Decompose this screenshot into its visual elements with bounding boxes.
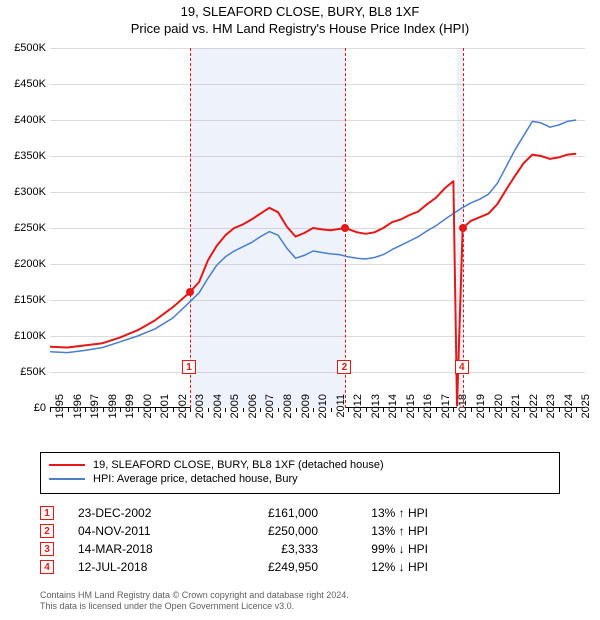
price-chart: £0£50K£100K£150K£200K£250K£300K£350K£400… [50, 48, 585, 408]
legend-row: 19, SLEAFORD CLOSE, BURY, BL8 1XF (detac… [49, 459, 551, 471]
legend-label: 19, SLEAFORD CLOSE, BURY, BL8 1XF (detac… [93, 459, 384, 471]
legend-swatch [49, 478, 85, 480]
x-tick-mark [260, 408, 261, 412]
x-tick-mark [524, 408, 525, 412]
x-tick-mark [453, 408, 454, 412]
x-tick-mark [348, 408, 349, 412]
x-tick-mark [559, 408, 560, 412]
transaction-marker: 3 [40, 542, 54, 556]
legend-label: HPI: Average price, detached house, Bury [93, 473, 298, 485]
transaction-marker: 4 [40, 560, 54, 574]
y-tick-label: £150K [2, 294, 46, 306]
x-tick-mark [383, 408, 384, 412]
transaction-pct: 13% ↑ HPI [318, 506, 428, 520]
x-tick-mark [173, 408, 174, 412]
y-tick-label: £250K [2, 222, 46, 234]
x-tick-mark [120, 408, 121, 412]
x-tick-mark [155, 408, 156, 412]
x-tick-mark [436, 408, 437, 412]
x-tick-mark [506, 408, 507, 412]
x-tick-mark [85, 408, 86, 412]
x-tick-mark [401, 408, 402, 412]
y-tick-label: £0 [2, 402, 46, 414]
y-tick-label: £500K [2, 42, 46, 54]
x-tick-mark [138, 408, 139, 412]
x-tick-mark [418, 408, 419, 412]
x-tick-mark [471, 408, 472, 412]
transactions-table: 1 23-DEC-2002£161,00013% ↑ HPI 2 04-NOV-201… [40, 502, 560, 578]
marker-dot [459, 224, 467, 232]
page-subtitle: Price paid vs. HM Land Registry's House … [0, 21, 600, 36]
x-tick-mark [190, 408, 191, 412]
x-tick-mark [208, 408, 209, 412]
x-tick-mark [50, 408, 51, 412]
transaction-row: 3 14-MAR-2018£3,33399% ↓ HPI [40, 542, 560, 556]
y-tick-label: £350K [2, 150, 46, 162]
transaction-date: 04-NOV-2011 [78, 524, 218, 538]
page-title: 19, SLEAFORD CLOSE, BURY, BL8 1XF [0, 4, 600, 19]
marker-label-box: 2 [337, 360, 351, 374]
y-tick-label: £200K [2, 258, 46, 270]
transaction-row: 1 23-DEC-2002£161,00013% ↑ HPI [40, 506, 560, 520]
x-tick-mark [489, 408, 490, 412]
transaction-pct: 99% ↓ HPI [318, 542, 428, 556]
transaction-price: £161,000 [218, 506, 318, 520]
chart-legend: 19, SLEAFORD CLOSE, BURY, BL8 1XF (detac… [40, 452, 560, 494]
series-hpi [50, 120, 576, 353]
legend-row: HPI: Average price, detached house, Bury [49, 473, 551, 485]
y-tick-label: £50K [2, 366, 46, 378]
transaction-price: £3,333 [218, 542, 318, 556]
marker-label-box: 1 [182, 360, 196, 374]
y-tick-label: £100K [2, 330, 46, 342]
x-tick-mark [313, 408, 314, 412]
x-tick-mark [278, 408, 279, 412]
x-tick-mark [331, 408, 332, 412]
footer-line1: Contains HM Land Registry data © Crown c… [40, 590, 560, 601]
x-tick-mark [243, 408, 244, 412]
transaction-row: 2 04-NOV-2011£250,00013% ↑ HPI [40, 524, 560, 538]
footer-line2: This data is licensed under the Open Gov… [40, 601, 560, 612]
transaction-date: 14-MAR-2018 [78, 542, 218, 556]
y-tick-label: £450K [2, 78, 46, 90]
y-tick-label: £300K [2, 186, 46, 198]
transaction-date: 12-JUL-2018 [78, 560, 218, 574]
x-tick-mark [541, 408, 542, 412]
transaction-row: 4 12-JUL-2018£249,95012% ↓ HPI [40, 560, 560, 574]
x-tick-mark [68, 408, 69, 412]
marker-dot [341, 224, 349, 232]
y-tick-label: £400K [2, 114, 46, 126]
transaction-date: 23-DEC-2002 [78, 506, 218, 520]
transaction-pct: 13% ↑ HPI [318, 524, 428, 538]
marker-dot [186, 288, 194, 296]
legend-swatch [49, 464, 85, 466]
transaction-marker: 2 [40, 524, 54, 538]
transaction-price: £249,950 [218, 560, 318, 574]
x-tick-mark [225, 408, 226, 412]
x-tick-mark [103, 408, 104, 412]
x-tick-mark [576, 408, 577, 412]
x-tick-mark [296, 408, 297, 412]
series-property [50, 154, 576, 406]
marker-label-box: 4 [455, 360, 469, 374]
chart-lines [50, 48, 585, 408]
transaction-pct: 12% ↓ HPI [318, 560, 428, 574]
x-tick-mark [366, 408, 367, 412]
footer-attribution: Contains HM Land Registry data © Crown c… [40, 590, 560, 613]
transaction-price: £250,000 [218, 524, 318, 538]
transaction-marker: 1 [40, 506, 54, 520]
